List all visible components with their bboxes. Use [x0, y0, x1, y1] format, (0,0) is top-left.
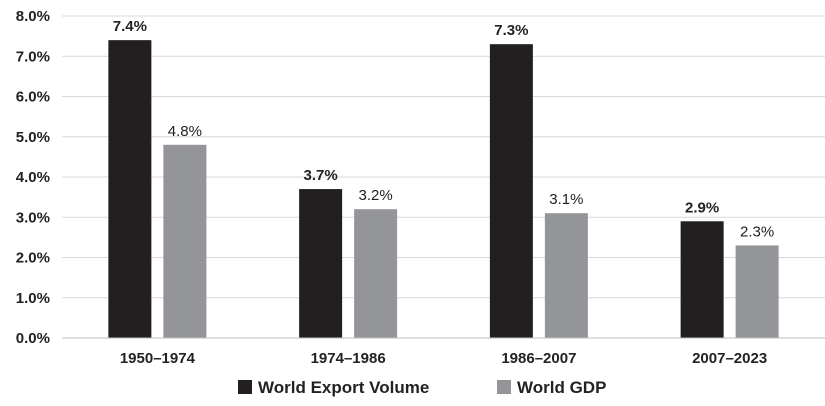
bar-export-volume	[108, 40, 152, 339]
bar-export-volume	[489, 44, 533, 339]
x-category-label: 2007–2023	[692, 350, 767, 367]
data-label: 3.2%	[359, 187, 393, 204]
x-category-label: 1986–2007	[501, 350, 576, 367]
y-axis: 0.0% 1.0% 2.0% 3.0% 4.0% 5.0% 6.0% 7.0% 8.0%	[16, 8, 50, 347]
data-label: 2.3%	[740, 223, 774, 240]
y-tick-label: 8.0%	[16, 8, 50, 25]
x-category-label: 1950–1974	[120, 350, 196, 367]
x-axis: 1950–1974 1974–1986 1986–2007 2007–2023	[62, 337, 825, 367]
legend-label: World GDP	[517, 378, 606, 397]
bar-export-volume	[680, 221, 724, 338]
bar-gdp	[544, 213, 588, 338]
legend-swatch	[238, 380, 252, 394]
data-label: 3.7%	[304, 167, 338, 184]
data-label: 7.3%	[494, 22, 528, 39]
data-label: 7.4%	[113, 18, 147, 35]
legend-swatch	[497, 380, 511, 394]
data-label: 3.1%	[549, 191, 583, 208]
y-tick-label: 6.0%	[16, 89, 50, 106]
y-tick-label: 4.0%	[16, 169, 50, 186]
x-category-label: 1974–1986	[311, 350, 386, 367]
y-tick-label: 0.0%	[16, 330, 50, 347]
y-tick-label: 3.0%	[16, 209, 50, 226]
bar-gdp	[163, 144, 207, 338]
data-label: 2.9%	[685, 199, 719, 216]
y-tick-label: 7.0%	[16, 48, 50, 65]
data-labels: 7.4% 4.8% 3.7% 3.2% 7.3% 3.1% 2.9% 2.3%	[113, 18, 774, 240]
legend: World Export Volume World GDP	[238, 378, 606, 397]
y-tick-label: 1.0%	[16, 290, 50, 307]
bar-gdp	[735, 245, 779, 338]
bar-gdp	[354, 209, 398, 338]
bar-export-volume	[299, 189, 343, 338]
legend-label: World Export Volume	[258, 378, 429, 397]
data-label: 4.8%	[168, 123, 202, 140]
y-tick-label: 5.0%	[16, 129, 50, 146]
y-tick-label: 2.0%	[16, 250, 50, 267]
bars	[108, 40, 779, 339]
